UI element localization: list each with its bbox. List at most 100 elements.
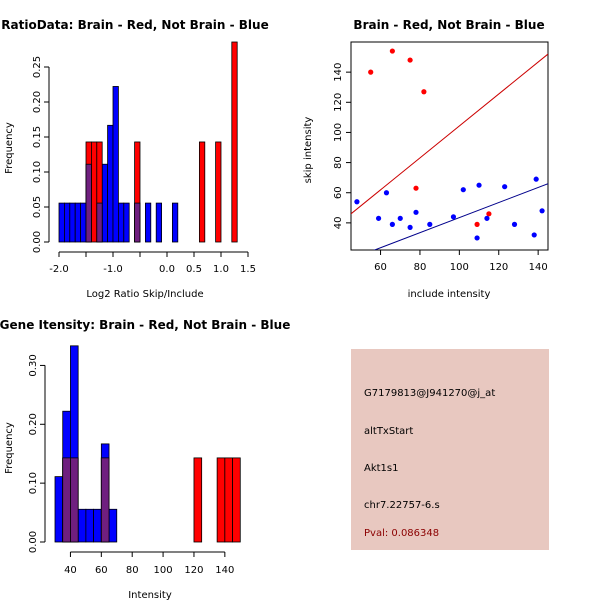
scatter-red-point (474, 221, 480, 227)
scatter-blue-fit-line (373, 183, 548, 250)
ratio-overlap-bar (96, 202, 103, 243)
intensity-blue-bar (54, 476, 64, 543)
ratio-red-bar (215, 141, 222, 243)
scatter-points (354, 48, 545, 241)
scatter-ylabel: skip intensity (303, 117, 314, 184)
scatter-blue-point (389, 221, 395, 227)
ratio-y-tick-label: 0.10 (32, 161, 43, 183)
scatter-plot-box (350, 41, 549, 251)
intensity-x-tick-label: 40 (64, 565, 77, 576)
ratio-y-tick-label: 0.00 (32, 231, 43, 253)
ratio-red-bar (231, 41, 238, 243)
ratio-histogram-xlabel: Log2 Ratio Skip/Include (86, 289, 203, 300)
intensity-histogram-ylabel: Frequency (4, 422, 15, 474)
scatter-red-fit-line (351, 53, 548, 215)
ratio-blue-bar (74, 202, 81, 243)
scatter-blue-point (413, 209, 419, 215)
ratio-histogram-ylabel: Frequency (4, 122, 15, 174)
ratio-blue-bar (112, 86, 119, 243)
scatter-red-point (413, 185, 419, 191)
ratio-histogram-axes: -2.0 -1.0 0.0 0.5 1.0 1.5 0.00 0.05 0.10 0.15 0.20… (32, 56, 256, 275)
intensity-histogram-title: Gene Itensity: Brain - Red, Not Brain - … (0, 318, 290, 332)
ratio-blue-bar (118, 202, 125, 243)
scatter-x-tick-label: 80 (414, 262, 427, 273)
intensity-x-tick-label: 120 (184, 565, 203, 576)
scatter-blue-point (397, 215, 403, 221)
scatter-blue-point (511, 221, 518, 227)
intensity-y-tick-label: 0.30 (28, 354, 39, 376)
intensity-red-bar (224, 457, 233, 543)
scatter-blue-point (427, 221, 433, 227)
scatter-blue-point (533, 176, 539, 182)
scatter-x-tick-label: 140 (529, 262, 548, 273)
intensity-histogram-axes: 40 60 80 100 120 140 0.00 0.10 0.20 0.30 (28, 354, 234, 576)
intensity-overlap-bar (62, 457, 71, 543)
ratio-red-bar (91, 141, 98, 243)
intensity-y-tick-label: 0.00 (28, 531, 39, 553)
intensity-overlap-bar (100, 457, 110, 543)
scatter-blue-point (476, 182, 482, 188)
scatter-y-tick-label: 120 (333, 93, 344, 112)
scatter-title: Brain - Red, Not Brain - Blue (353, 18, 544, 32)
ratio-histogram-title: RatioData: Brain - Red, Not Brain - Blue (1, 18, 268, 32)
ratio-blue-bar (107, 124, 114, 243)
ratio-overlap-bar (85, 163, 92, 243)
intensity-x-tick-label: 80 (126, 565, 139, 576)
info-panel: G7179813@J941270@j_at altTxStart Akt1s1 … (351, 349, 549, 550)
intensity-x-tick-label: 140 (215, 565, 234, 576)
intensity-blue-bar (85, 508, 94, 543)
intensity-blue-bar (77, 508, 87, 543)
info-panel-background (351, 349, 549, 550)
ratio-histogram-bars (58, 41, 238, 243)
intensity-histogram-xlabel: Intensity (128, 590, 172, 600)
scatter-blue-point (407, 224, 413, 230)
scatter-blue-point (484, 215, 490, 221)
scatter-xlabel: include intensity (408, 289, 491, 300)
ratio-y-tick-label: 0.05 (32, 196, 43, 218)
scatter-red-point (368, 69, 374, 75)
intensity-x-tick-label: 100 (154, 565, 173, 576)
intensity-red-bar (232, 457, 241, 543)
ratio-y-tick-label: 0.20 (32, 91, 43, 113)
info-gene: Akt1s1 (364, 463, 399, 474)
ratio-blue-bar (144, 202, 152, 243)
scatter-blue-point (375, 215, 382, 221)
info-probe-id: G7179813@J941270@j_at (364, 388, 495, 399)
scatter-blue-point (531, 232, 537, 238)
scatter-y-tick-label: 80 (333, 156, 344, 169)
intensity-histogram-bars (54, 345, 241, 543)
scatter-axes: 60 80 100 120 140 40 60 80 100 120 140 (333, 63, 548, 273)
ratio-x-tick-label: 0.5 (186, 264, 202, 275)
info-location: chr7.22757-6.s (364, 500, 440, 511)
ratio-x-tick-label: -2.0 (49, 264, 69, 275)
info-event-type: altTxStart (364, 426, 413, 437)
ratio-red-bar (198, 141, 206, 243)
scatter-red-point (407, 57, 413, 63)
ratio-blue-bar (69, 202, 76, 243)
ratio-blue-bar (80, 202, 87, 243)
intensity-overlap-bar (70, 457, 79, 543)
scatter-blue-point (539, 208, 545, 214)
ratio-y-tick-label: 0.15 (32, 126, 43, 148)
intensity-blue-bar (93, 508, 102, 543)
intensity-red-bar (216, 457, 226, 543)
scatter-y-tick-label: 60 (333, 186, 344, 199)
scatter-blue-point (354, 199, 360, 205)
ratio-blue-bar (64, 202, 71, 243)
scatter-x-tick-label: 60 (374, 262, 387, 273)
scatter-panel: Brain - Red, Not Brain - Blue include in… (303, 18, 549, 300)
scatter-y-tick-label: 140 (333, 63, 344, 82)
intensity-red-bar (193, 457, 203, 543)
ratio-blue-bar (123, 202, 130, 243)
ratio-y-tick-label: 0.25 (32, 56, 43, 78)
ratio-blue-bar (58, 202, 65, 243)
scatter-red-point (421, 89, 427, 95)
ratio-blue-bar (101, 163, 108, 243)
scatter-red-point (486, 211, 492, 217)
ratio-overlap-bar (134, 202, 141, 243)
ratio-x-tick-label: 1.0 (213, 264, 229, 275)
scatter-blue-point (502, 184, 508, 190)
scatter-x-tick-label: 100 (450, 262, 469, 273)
scatter-blue-point (474, 235, 480, 241)
